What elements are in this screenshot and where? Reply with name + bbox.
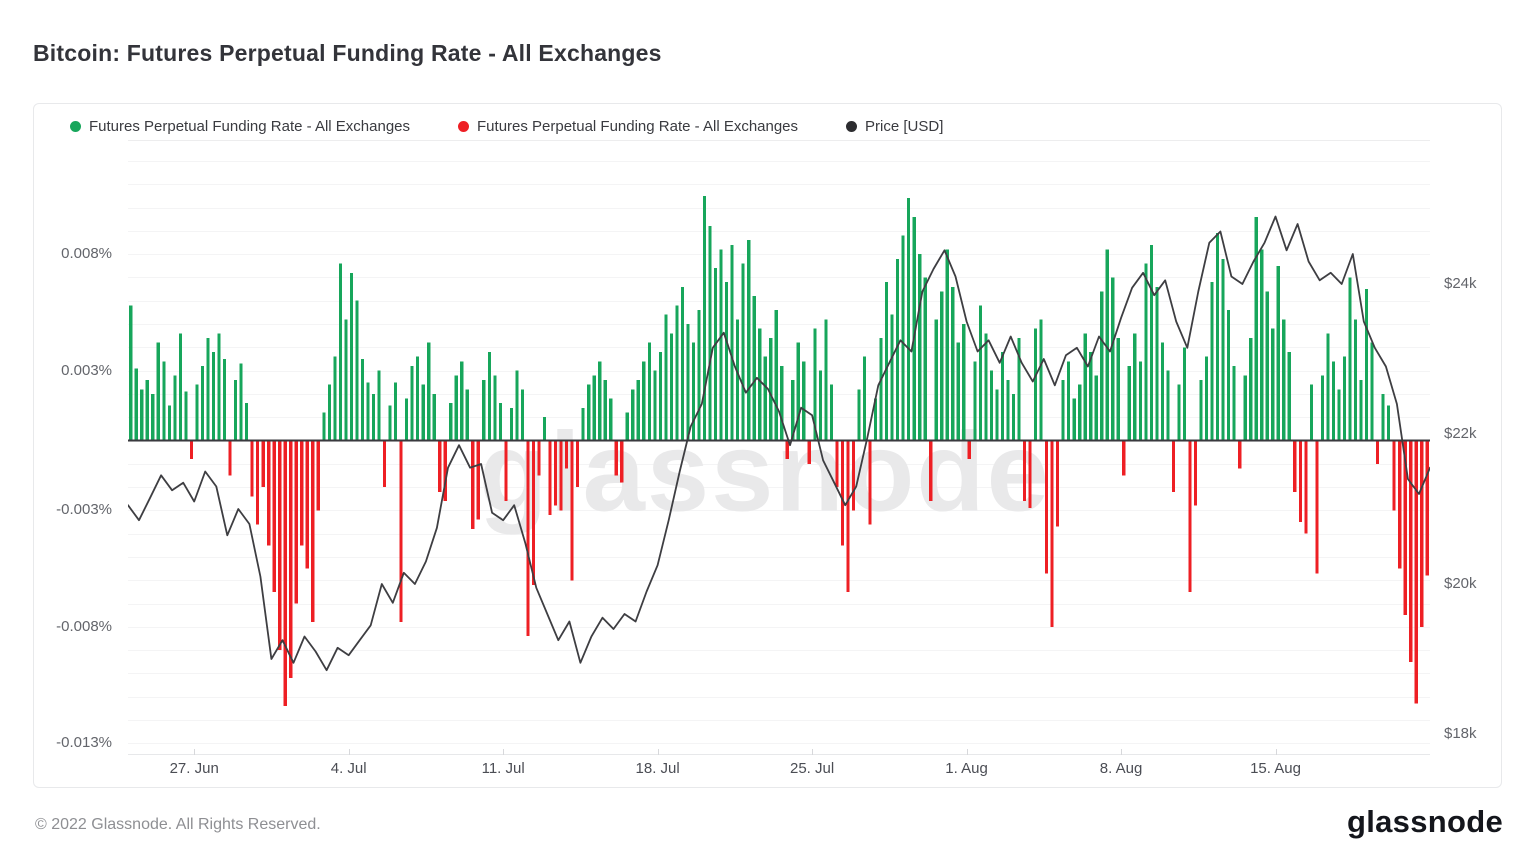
chart-plot-area[interactable]: glassnode	[128, 140, 1430, 755]
legend-label: Futures Perpetual Funding Rate - All Exc…	[477, 118, 799, 135]
x-axis-tick: 8. Aug	[1099, 760, 1143, 777]
x-axis-tick: 4. Jul	[330, 760, 367, 777]
y-axis-tick-left: 0.003%	[61, 361, 112, 379]
y-axis-tick-left: 0.008%	[61, 245, 112, 263]
y-axis-tick-left: -0.003%	[56, 501, 112, 519]
legend-item-funding-negative[interactable]: Futures Perpetual Funding Rate - All Exc…	[458, 118, 798, 135]
x-axis-tick: 25. Jul	[789, 760, 835, 777]
price-line	[128, 215, 1430, 672]
y-axis-tick-left: -0.008%	[56, 617, 112, 635]
x-axis-tick: 18. Jul	[635, 760, 680, 777]
y-axis-tick-right: $20k	[1444, 575, 1477, 592]
legend-item-price[interactable]: Price [USD]	[846, 118, 943, 135]
glassnode-logo: glassnode	[1346, 804, 1503, 839]
x-axis-tick: 11. Jul	[481, 760, 525, 777]
y-axis-tick-right: $22k	[1444, 425, 1477, 442]
legend-dot-red-icon	[458, 121, 470, 132]
legend-dot-black-icon	[846, 121, 858, 132]
y-axis-tick-left: -0.013%	[56, 734, 112, 752]
y-axis-tick-right: $18k	[1444, 725, 1477, 742]
footer-copyright: © 2022 Glassnode. All Rights Reserved.	[35, 816, 321, 833]
funding-bars-negative	[189, 440, 1429, 707]
page-title: Bitcoin: Futures Perpetual Funding Rate …	[33, 40, 662, 66]
chart-legend: Futures Perpetual Funding Rate - All Exc…	[70, 118, 943, 135]
legend-dot-green-icon	[70, 121, 81, 132]
legend-item-funding-positive[interactable]: Futures Perpetual Funding Rate - All Exc…	[70, 118, 410, 135]
x-axis-tick: 27. Jun	[169, 760, 219, 777]
x-axis-tick: 1. Aug	[945, 760, 988, 777]
legend-label: Price [USD]	[865, 118, 944, 135]
funding-bars-positive	[129, 195, 1391, 441]
x-axis-tick: 15. Aug	[1250, 760, 1301, 777]
legend-label: Futures Perpetual Funding Rate - All Exc…	[89, 118, 411, 135]
y-axis-tick-right: $24k	[1444, 275, 1477, 292]
